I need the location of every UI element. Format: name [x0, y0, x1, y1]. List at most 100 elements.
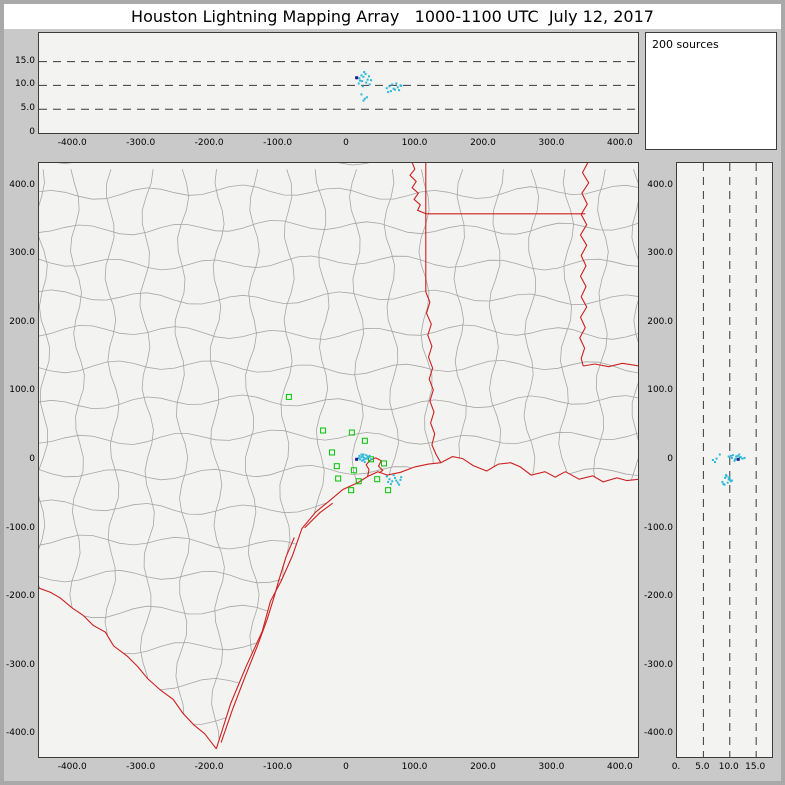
- lma-station-marker: [374, 476, 381, 483]
- lightning-source-point: [389, 483, 392, 486]
- state-border-path: [579, 163, 590, 367]
- lightning-source-point: [715, 457, 718, 460]
- lightning-source-point: [365, 81, 368, 84]
- lightning-source-point: [721, 480, 724, 483]
- lightning-source-point: [357, 456, 360, 459]
- lightning-source-point: [360, 93, 363, 96]
- lma-station-marker: [350, 467, 357, 474]
- state-border-path: [425, 291, 442, 463]
- lightning-source-point: [355, 457, 359, 461]
- altitude-ns-panel[interactable]: [676, 162, 773, 758]
- barrier-island-path: [220, 537, 295, 743]
- lightning-source-point: [359, 458, 362, 461]
- lightning-source-point: [362, 459, 365, 461]
- lightning-source-point: [738, 456, 741, 459]
- lightning-source-point: [361, 80, 364, 83]
- lma-station-marker: [355, 478, 362, 485]
- lightning-source-point: [361, 455, 364, 458]
- lightning-source-point: [360, 74, 363, 77]
- lightning-source-point: [366, 455, 369, 458]
- lightning-source-point: [400, 84, 403, 87]
- lma-station-marker: [328, 449, 335, 456]
- lightning-source-point: [392, 87, 395, 90]
- lightning-source-point: [728, 476, 731, 479]
- lightning-source-point: [387, 480, 390, 483]
- lma-station-marker: [320, 427, 327, 434]
- altitude-ns-plot-area: [702, 163, 757, 757]
- lightning-source-point: [363, 71, 366, 74]
- lightning-source-point: [365, 457, 368, 460]
- lightning-source-point: [361, 459, 364, 462]
- lightning-source-point: [393, 88, 396, 91]
- lightning-source-point: [733, 459, 736, 462]
- lightning-source-point: [365, 454, 368, 457]
- lightning-source-point: [385, 475, 388, 478]
- lma-station-marker: [335, 475, 342, 482]
- lightning-source-point: [400, 476, 403, 479]
- altitude-ew-plot-area: [39, 61, 638, 110]
- lightning-source-point: [363, 456, 366, 459]
- lightning-source-point: [368, 454, 371, 457]
- lightning-source-point: [738, 453, 741, 456]
- lightning-source-point: [393, 476, 396, 479]
- lightning-source-point: [363, 461, 366, 464]
- lightning-source-point: [398, 89, 401, 92]
- lightning-source-point: [725, 475, 728, 478]
- rio-grande-path: [39, 587, 217, 750]
- lightning-source-point: [370, 79, 373, 82]
- lightning-source-point: [739, 456, 742, 459]
- lightning-source-point: [366, 78, 369, 81]
- lightning-source-point: [736, 457, 740, 461]
- lightning-source-point: [711, 459, 714, 461]
- lightning-source-point: [360, 453, 363, 456]
- lma-station-marker: [285, 393, 292, 400]
- lightning-source-point: [736, 454, 739, 457]
- lightning-source-point: [368, 83, 371, 86]
- lightning-source-point: [360, 456, 363, 459]
- lightning-source-point: [398, 483, 401, 486]
- lightning-source-point: [714, 461, 716, 464]
- lightning-source-point: [725, 474, 728, 477]
- lma-station-marker: [348, 487, 355, 494]
- galveston-bay-path: [365, 457, 384, 477]
- lightning-source-point: [389, 90, 392, 93]
- lightning-source-point: [391, 480, 394, 483]
- lightning-source-point: [743, 456, 746, 459]
- lightning-source-point: [367, 456, 370, 459]
- lma-station-marker: [361, 437, 368, 444]
- lightning-source-point: [727, 455, 730, 458]
- state-border-path: [409, 163, 427, 215]
- plan-view-map-panel[interactable]: [38, 162, 639, 758]
- lightning-source-point: [385, 87, 388, 90]
- state-border-path: [583, 362, 638, 368]
- lightning-source-point: [359, 79, 362, 82]
- lightning-source-point: [729, 480, 732, 483]
- lma-station-marker: [333, 463, 340, 470]
- lightning-source-point: [734, 458, 737, 461]
- lma-station-marker: [385, 487, 392, 494]
- lightning-source-point: [718, 453, 721, 456]
- lightning-source-point: [722, 483, 725, 486]
- lightning-source-point: [391, 83, 394, 86]
- lightning-source-point: [735, 455, 738, 458]
- lightning-source-point: [729, 454, 732, 457]
- barrier-island-path: [304, 502, 334, 529]
- lightning-source-point: [367, 75, 370, 78]
- lightning-source-point: [731, 454, 734, 457]
- lightning-source-point: [395, 82, 398, 85]
- lightning-source-point: [396, 86, 399, 89]
- lightning-source-point: [395, 479, 398, 482]
- lightning-source-point: [730, 456, 733, 459]
- lightning-source-point: [399, 478, 402, 481]
- lightning-source-point: [358, 454, 361, 457]
- lightning-source-point: [358, 77, 361, 80]
- lightning-source-point: [723, 483, 726, 486]
- lightning-source-point: [724, 476, 727, 479]
- lightning-source-point: [370, 458, 373, 461]
- altitude-ew-panel[interactable]: [38, 32, 639, 134]
- lightning-source-point: [741, 457, 744, 460]
- lightning-source-point: [357, 82, 360, 85]
- page-title: Houston Lightning Mapping Array 1000-110…: [4, 4, 781, 29]
- lightning-source-point: [364, 72, 367, 75]
